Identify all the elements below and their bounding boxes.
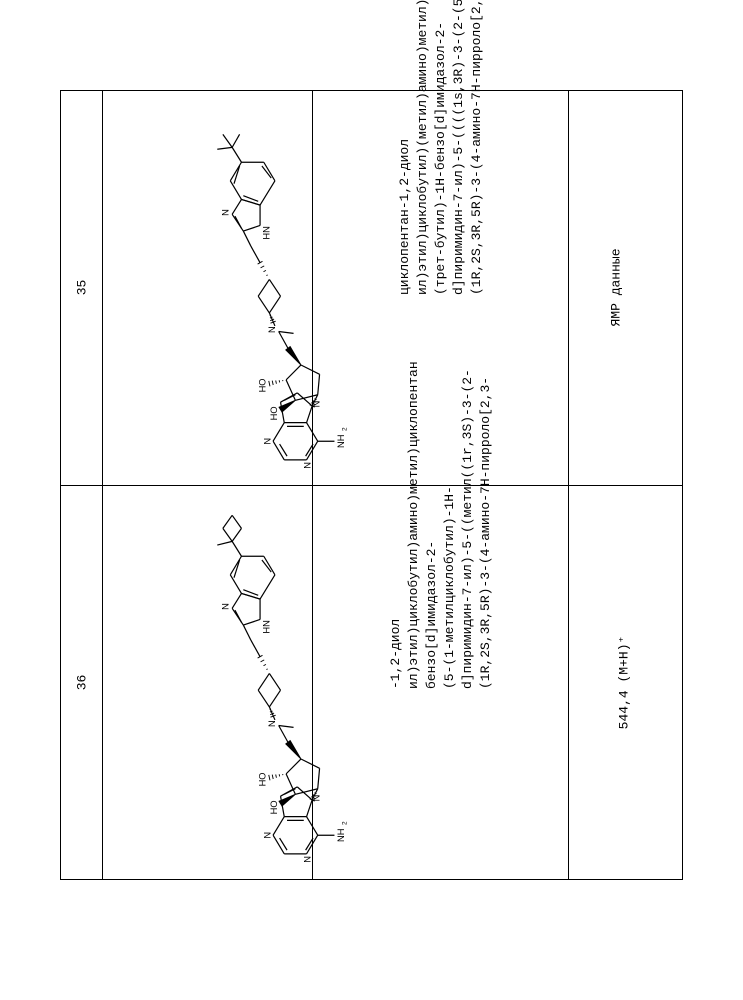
- table-row: 36 NNNNH2HOHONNHN (1R,2S,3R,5R)-3-(4-ами…: [61, 485, 683, 880]
- svg-text:HO: HO: [258, 773, 268, 787]
- svg-text:HO: HO: [269, 406, 279, 420]
- cell-data: ЯМР данные: [569, 91, 683, 486]
- svg-text:HO: HO: [258, 378, 268, 392]
- svg-text:2: 2: [342, 427, 349, 431]
- svg-text:N: N: [267, 326, 277, 333]
- svg-text:N: N: [303, 857, 313, 864]
- page: 35 NNNNH2HOHONNHN (1R,2S,3R,5R)-3-(4-ами…: [0, 0, 743, 1000]
- svg-text:N: N: [221, 209, 231, 216]
- svg-text:N: N: [221, 604, 231, 611]
- svg-text:N: N: [267, 721, 277, 728]
- nmr-data: 544,4 (M+H)⁺: [616, 635, 631, 729]
- svg-text:2: 2: [342, 821, 349, 825]
- structure-box: NNNNH2HOHONNHN: [111, 97, 304, 479]
- svg-text:HN: HN: [262, 226, 272, 239]
- cell-structure: NNNNH2HOHONNHN: [103, 91, 313, 486]
- svg-text:HN: HN: [262, 621, 272, 634]
- svg-text:NH: NH: [336, 434, 346, 447]
- svg-text:N: N: [263, 438, 273, 445]
- svg-text:HO: HO: [269, 801, 279, 815]
- cell-data: 544,4 (M+H)⁺: [569, 485, 683, 880]
- nmr-data: ЯМР данные: [609, 249, 624, 327]
- table-row: 35 NNNNH2HOHONNHN (1R,2S,3R,5R)-3-(4-ами…: [61, 91, 683, 486]
- structure-diagram: NNNNH2HOHONNHN: [57, 65, 359, 511]
- compound-table: 35 NNNNH2HOHONNHN (1R,2S,3R,5R)-3-(4-ами…: [60, 90, 683, 880]
- structure-box: NNNNH2HOHONNHN: [111, 492, 304, 874]
- svg-text:NH: NH: [336, 829, 346, 842]
- svg-text:N: N: [263, 832, 273, 839]
- structure-diagram: NNNNH2HOHONNHN: [57, 459, 359, 905]
- table-body: 35 NNNNH2HOHONNHN (1R,2S,3R,5R)-3-(4-ами…: [61, 91, 683, 880]
- cell-structure: NNNNH2HOHONNHN: [103, 485, 313, 880]
